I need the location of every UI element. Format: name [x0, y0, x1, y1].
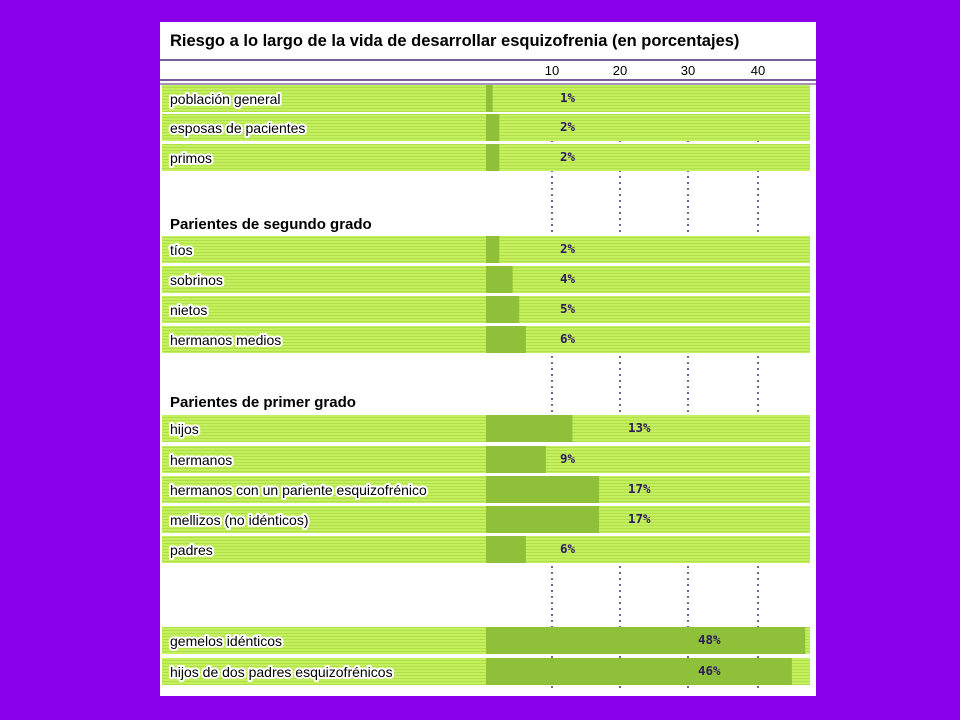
bar — [486, 326, 526, 353]
value-label: 48% — [698, 632, 721, 647]
value-label: 13% — [628, 420, 651, 435]
tick-label: 10 — [545, 63, 559, 78]
group-heading: Parientes de segundo grado — [170, 216, 372, 233]
chart-title: Riesgo a lo largo de la vida de desarrol… — [170, 32, 739, 50]
row-label: sobrinos — [170, 272, 223, 288]
row-label: hermanos medios — [170, 332, 281, 348]
group-heading: Parientes de primer grado — [170, 394, 356, 411]
row-label: mellizos (no idénticos) — [170, 512, 309, 528]
bar — [486, 627, 806, 654]
value-label: 46% — [698, 663, 721, 678]
bar — [486, 506, 600, 533]
row-label: hijos de dos padres esquizofrénicos — [170, 664, 393, 680]
bar — [486, 415, 573, 442]
bar — [486, 236, 500, 263]
tick-label: 20 — [613, 63, 627, 78]
row-label: hermanos con un pariente esquizofrénico — [170, 482, 427, 498]
row-label: nietos — [170, 302, 207, 318]
value-label: 6% — [560, 541, 576, 556]
row-label: población general — [170, 91, 281, 107]
value-label: 1% — [560, 90, 576, 105]
bar — [486, 266, 513, 293]
tick-labels: 10 20 30 40 — [545, 63, 765, 78]
value-label: 6% — [560, 331, 576, 346]
tick-label: 40 — [751, 63, 765, 78]
value-label: 17% — [628, 511, 651, 526]
row-label: tíos — [170, 242, 193, 258]
bar — [486, 85, 493, 112]
tick-label: 30 — [681, 63, 695, 78]
bar — [486, 296, 520, 323]
row-label: padres — [170, 542, 213, 558]
value-label: 9% — [560, 451, 576, 466]
bar — [486, 476, 600, 503]
bar — [486, 446, 546, 473]
value-label: 2% — [560, 149, 576, 164]
row-label: esposas de pacientes — [170, 120, 305, 136]
chart-panel: Riesgo a lo largo de la vida de desarrol… — [160, 22, 816, 696]
value-label: 4% — [560, 271, 576, 286]
bar — [486, 144, 500, 171]
bar — [486, 114, 500, 141]
bar — [486, 536, 526, 563]
value-label: 5% — [560, 301, 576, 316]
risk-chart: Riesgo a lo largo de la vida de desarrol… — [160, 32, 816, 690]
row-label: primos — [170, 150, 212, 166]
value-label: 2% — [560, 241, 576, 256]
value-label: 17% — [628, 481, 651, 496]
row-label: gemelos idénticos — [170, 633, 282, 649]
bar — [486, 658, 792, 685]
chart-rows: población general 1% esposas de pacientes 2… — [162, 85, 810, 685]
row-label: hijos — [170, 421, 199, 437]
value-label: 2% — [560, 119, 576, 134]
row-label: hermanos — [170, 452, 232, 468]
gridlines — [551, 86, 759, 690]
